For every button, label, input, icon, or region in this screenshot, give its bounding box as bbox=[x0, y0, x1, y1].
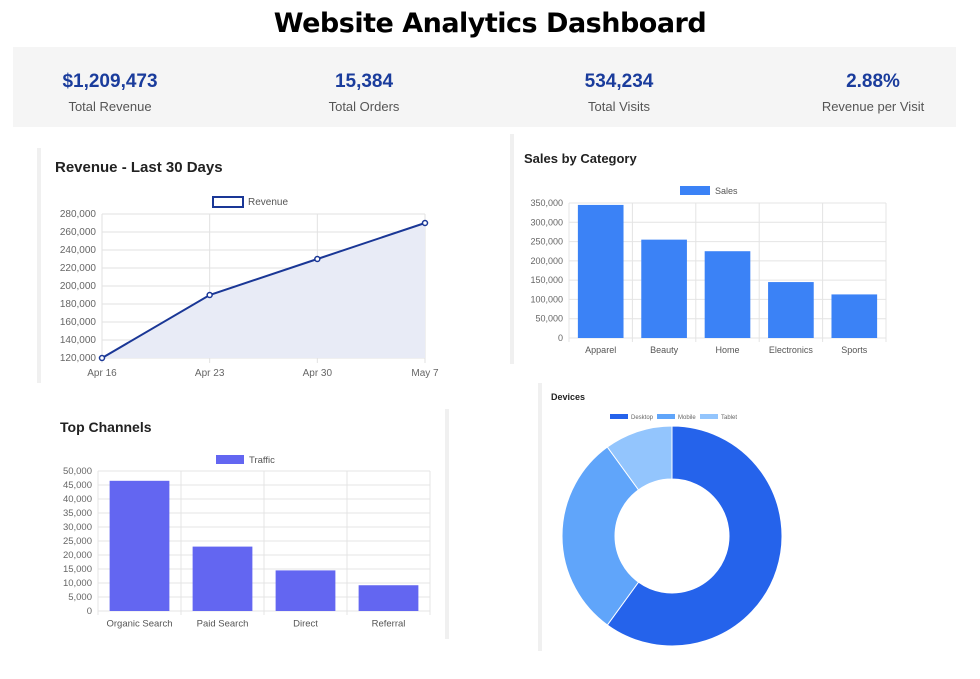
sales-bar-chart: 0 50,000 100,000 150,000 200,000 250,000 300,0… bbox=[530, 186, 887, 355]
y-tick-label: 0 bbox=[87, 606, 92, 617]
y-tick-label: 100,000 bbox=[530, 294, 563, 304]
bar bbox=[831, 294, 878, 338]
kpi-total-orders: 15,384 Total Orders bbox=[244, 47, 484, 114]
legend-label: Traffic bbox=[249, 455, 275, 466]
x-tick-label: Referral bbox=[372, 619, 406, 630]
bar bbox=[192, 546, 253, 611]
kpi-value: $1,209,473 bbox=[62, 71, 158, 92]
revenue-series-line bbox=[101, 222, 426, 359]
top-channels-card: Top Channels 0 5,000 10,000 15,000 20,000 25,… bbox=[44, 409, 449, 639]
bar bbox=[109, 480, 170, 611]
y-tick-label: 200,000 bbox=[60, 281, 97, 292]
revenue-data-point bbox=[206, 291, 213, 299]
legend-swatch-mobile bbox=[657, 414, 675, 419]
x-tick-label: May 7 bbox=[411, 368, 439, 379]
y-tick-label: 250,000 bbox=[530, 237, 563, 247]
revenue-line-chart: 120,000 140,000 160,000 180,000 200,000 220,0… bbox=[60, 196, 439, 379]
revenue-chart-title: Revenue - Last 30 Days bbox=[55, 159, 223, 176]
y-tick-label: 150,000 bbox=[530, 275, 563, 285]
page-title: Website Analytics Dashboard bbox=[273, 8, 707, 39]
kpi-value: 534,234 bbox=[584, 71, 654, 92]
kpi-revenue-per-visit: 2.88% Revenue per Visit bbox=[753, 47, 980, 114]
y-tick-label: 160,000 bbox=[60, 317, 97, 328]
legend-label: Sales bbox=[715, 186, 738, 196]
y-tick-label: 350,000 bbox=[530, 198, 563, 208]
bar bbox=[704, 251, 751, 338]
devices-chart-title: Devices bbox=[551, 392, 586, 402]
x-tick-label: Paid Search bbox=[197, 619, 249, 630]
revenue-data-point bbox=[314, 255, 321, 263]
x-tick-label: Direct bbox=[293, 619, 318, 630]
legend-label-mobile: Mobile bbox=[678, 415, 696, 421]
legend-label-revenue: Revenue bbox=[248, 197, 288, 208]
x-tick-label: Organic Search bbox=[106, 619, 172, 630]
y-tick-label: 5,000 bbox=[68, 592, 92, 603]
x-tick-label: Electronics bbox=[769, 345, 814, 355]
channels-bar-chart: 0 5,000 10,000 15,000 20,000 25,000 30,000 35,0… bbox=[63, 455, 431, 630]
y-tick-label: 50,000 bbox=[63, 466, 92, 477]
kpi-label: Total Visits bbox=[588, 99, 650, 114]
devices-card: Devices Desktop Mobile Tablet bbox=[538, 383, 802, 651]
y-tick-label: 30,000 bbox=[63, 522, 92, 533]
doughnut-slice-tablet bbox=[606, 425, 673, 491]
y-tick-label: 140,000 bbox=[60, 335, 97, 346]
sales-by-category-card: Sales by Category 0 50,000 100,000 150,000 2… bbox=[510, 134, 909, 364]
channels-chart-title: Top Channels bbox=[60, 419, 152, 435]
sales-chart-title: Sales by Category bbox=[524, 151, 637, 166]
x-tick-label: Apparel bbox=[585, 345, 616, 355]
bar bbox=[275, 570, 336, 611]
bar bbox=[358, 585, 419, 611]
revenue-data-point bbox=[98, 354, 106, 362]
y-tick-label: 180,000 bbox=[60, 299, 97, 310]
x-tick-label: Apr 23 bbox=[195, 368, 225, 379]
kpi-summary-bar: $1,209,473 Total Revenue 15,384 Total Or… bbox=[13, 47, 956, 127]
kpi-total-revenue: $1,209,473 Total Revenue bbox=[0, 47, 230, 114]
x-tick-label: Beauty bbox=[650, 345, 679, 355]
doughnut-slice-mobile bbox=[561, 446, 640, 626]
kpi-value: 15,384 bbox=[334, 71, 394, 92]
y-tick-label: 15,000 bbox=[63, 564, 92, 575]
kpi-label: Total Revenue bbox=[68, 99, 152, 114]
revenue-chart-card: Revenue - Last 30 Days 120,000 140,000 160… bbox=[37, 148, 496, 383]
y-tick-label: 20,000 bbox=[63, 550, 92, 561]
kpi-label: Revenue per Visit bbox=[821, 99, 925, 114]
kpi-total-visits: 534,234 Total Visits bbox=[499, 47, 739, 114]
y-tick-label: 25,000 bbox=[63, 536, 92, 547]
revenue-data-point bbox=[421, 219, 429, 227]
y-tick-label: 260,000 bbox=[60, 227, 97, 238]
legend-swatch bbox=[680, 186, 710, 195]
legend-swatch-tablet bbox=[700, 414, 718, 419]
x-tick-label: Apr 16 bbox=[87, 368, 117, 379]
legend-swatch-desktop bbox=[610, 414, 628, 419]
bar bbox=[641, 239, 687, 338]
y-tick-label: 35,000 bbox=[63, 508, 92, 519]
x-tick-label: Sports bbox=[841, 345, 868, 355]
bar bbox=[768, 282, 814, 338]
legend-label-desktop: Desktop bbox=[631, 415, 654, 421]
devices-doughnut-chart: Desktop Mobile Tablet bbox=[561, 414, 783, 647]
legend-swatch-revenue bbox=[212, 196, 244, 208]
legend-swatch bbox=[216, 455, 244, 464]
y-tick-label: 45,000 bbox=[63, 480, 92, 491]
doughnut-slice-desktop bbox=[606, 425, 783, 647]
kpi-label: Total Orders bbox=[328, 99, 400, 114]
y-tick-label: 0 bbox=[558, 333, 563, 343]
kpi-value: 2.88% bbox=[846, 71, 900, 92]
y-tick-label: 280,000 bbox=[60, 209, 97, 220]
y-tick-label: 50,000 bbox=[535, 314, 563, 324]
y-tick-label: 200,000 bbox=[530, 256, 563, 266]
x-tick-label: Apr 30 bbox=[303, 368, 333, 379]
y-tick-label: 10,000 bbox=[63, 578, 92, 589]
legend-label-tablet: Tablet bbox=[721, 415, 737, 421]
revenue-area-fill bbox=[102, 223, 425, 358]
x-tick-label: Home bbox=[715, 345, 739, 355]
y-tick-label: 300,000 bbox=[530, 217, 563, 227]
y-tick-label: 220,000 bbox=[60, 263, 97, 274]
bar bbox=[577, 204, 624, 338]
y-tick-label: 40,000 bbox=[63, 494, 92, 505]
y-tick-label: 240,000 bbox=[60, 245, 97, 256]
y-tick-label: 120,000 bbox=[60, 353, 97, 364]
